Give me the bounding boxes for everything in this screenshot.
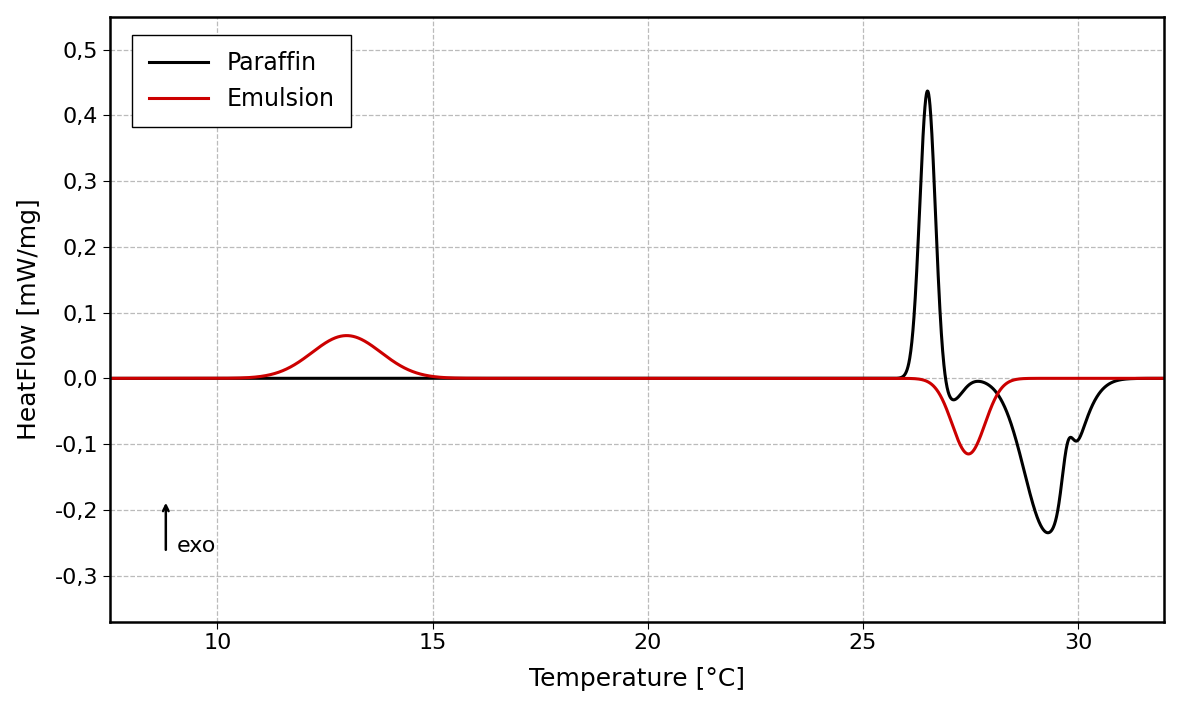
Emulsion [1157,374,1172,382]
Paraffin [1040,528,1055,537]
Paraffin [789,374,803,382]
Line: Paraffin: Paraffin [110,91,1164,532]
Line: Emulsion: Emulsion [110,336,1164,454]
Emulsion [505,374,520,382]
Paraffin [505,374,520,382]
Paraffin [970,377,984,386]
X-axis label: Temperature [°C]: Temperature [°C] [529,668,745,691]
Emulsion [339,331,353,340]
Emulsion [961,450,976,458]
Legend: Paraffin, Emulsion: Paraffin, Emulsion [132,35,351,127]
Paraffin [889,374,903,382]
Paraffin [920,87,934,96]
Paraffin [294,374,308,382]
Emulsion [103,374,117,382]
Y-axis label: HeatFlow [mW/mg]: HeatFlow [mW/mg] [17,198,40,440]
Emulsion [789,374,803,382]
Emulsion [889,374,903,382]
Paraffin [735,374,749,382]
Emulsion [736,374,750,382]
Emulsion [970,440,984,448]
Paraffin [1157,374,1172,382]
Emulsion [294,356,308,365]
Text: exo: exo [177,536,216,556]
Paraffin [103,374,117,382]
